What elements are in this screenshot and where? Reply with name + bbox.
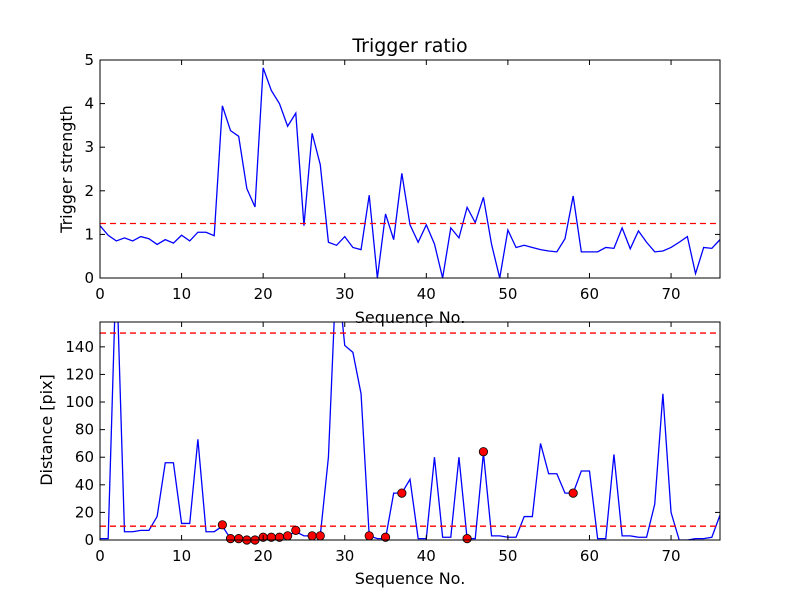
y-tick-label: 100 (65, 393, 94, 411)
x-axis-label: Sequence No. (355, 308, 466, 327)
y-tick-label: 5 (84, 51, 94, 69)
series-line (100, 322, 720, 540)
y-tick-label: 140 (65, 338, 94, 356)
x-tick-label: 60 (580, 547, 599, 565)
data-point (291, 525, 301, 535)
y-tick-label: 40 (75, 476, 94, 494)
x-tick-label: 30 (335, 547, 354, 565)
y-tick-label: 2 (84, 182, 94, 200)
distance-chart: 0 10 20 30 40 50 60 70 0 20 40 60 80 100 120 140 Sequen… (37, 321, 721, 588)
x-tick-label: 0 (95, 547, 105, 565)
data-point (397, 488, 407, 498)
x-tick-label: 50 (498, 285, 517, 303)
x-tick-label: 40 (417, 547, 436, 565)
y-tick-label: 20 (75, 503, 94, 521)
x-tick-label: 60 (580, 285, 599, 303)
series-line (100, 67, 720, 278)
data-point (217, 520, 227, 530)
data-point (307, 531, 317, 541)
x-axis-label: Sequence No. (355, 569, 466, 588)
plot-area: 0 10 20 30 40 50 60 70 0 1 2 3 4 5 (84, 51, 721, 303)
plot-area: 0 10 20 30 40 50 60 70 0 20 40 60 80 100 120 140 (65, 321, 721, 565)
y-axis-label: Trigger strength (57, 105, 76, 234)
data-point (380, 532, 391, 542)
data-point (364, 531, 374, 541)
y-tick-label: 4 (84, 95, 94, 113)
x-tick-label: 70 (662, 285, 681, 303)
y-tick-label: 120 (65, 365, 94, 383)
y-tick-label: 0 (84, 269, 94, 287)
x-tick-label: 30 (335, 285, 354, 303)
y-tick-label: 80 (75, 421, 94, 439)
x-tick-label: 10 (172, 547, 191, 565)
trigger-ratio-chart: Trigger ratio 0 10 20 30 40 50 60 70 0 1 2 3 4 5 Sequ… (57, 35, 721, 327)
x-tick-label: 70 (662, 547, 681, 565)
data-point (568, 488, 578, 498)
data-point (234, 534, 244, 544)
y-axis-label: Distance [pix] (37, 374, 56, 486)
data-point (315, 531, 325, 541)
data-point (478, 447, 489, 457)
plot-frame (99, 321, 721, 541)
x-tick-label: 20 (254, 285, 273, 303)
y-tick-label: 3 (84, 138, 94, 156)
y-tick-label: 0 (84, 531, 94, 549)
x-tick-label: 50 (498, 547, 517, 565)
data-point (283, 531, 293, 541)
y-tick-label: 60 (75, 448, 94, 466)
x-tick-label: 20 (254, 547, 273, 565)
plot-frame (99, 59, 721, 279)
data-point (462, 534, 472, 544)
data-point (225, 534, 236, 544)
y-tick-label: 1 (84, 225, 94, 243)
chart-title: Trigger ratio (351, 35, 467, 57)
x-tick-label: 0 (95, 285, 105, 303)
x-tick-label: 40 (417, 285, 436, 303)
x-tick-label: 10 (172, 285, 191, 303)
